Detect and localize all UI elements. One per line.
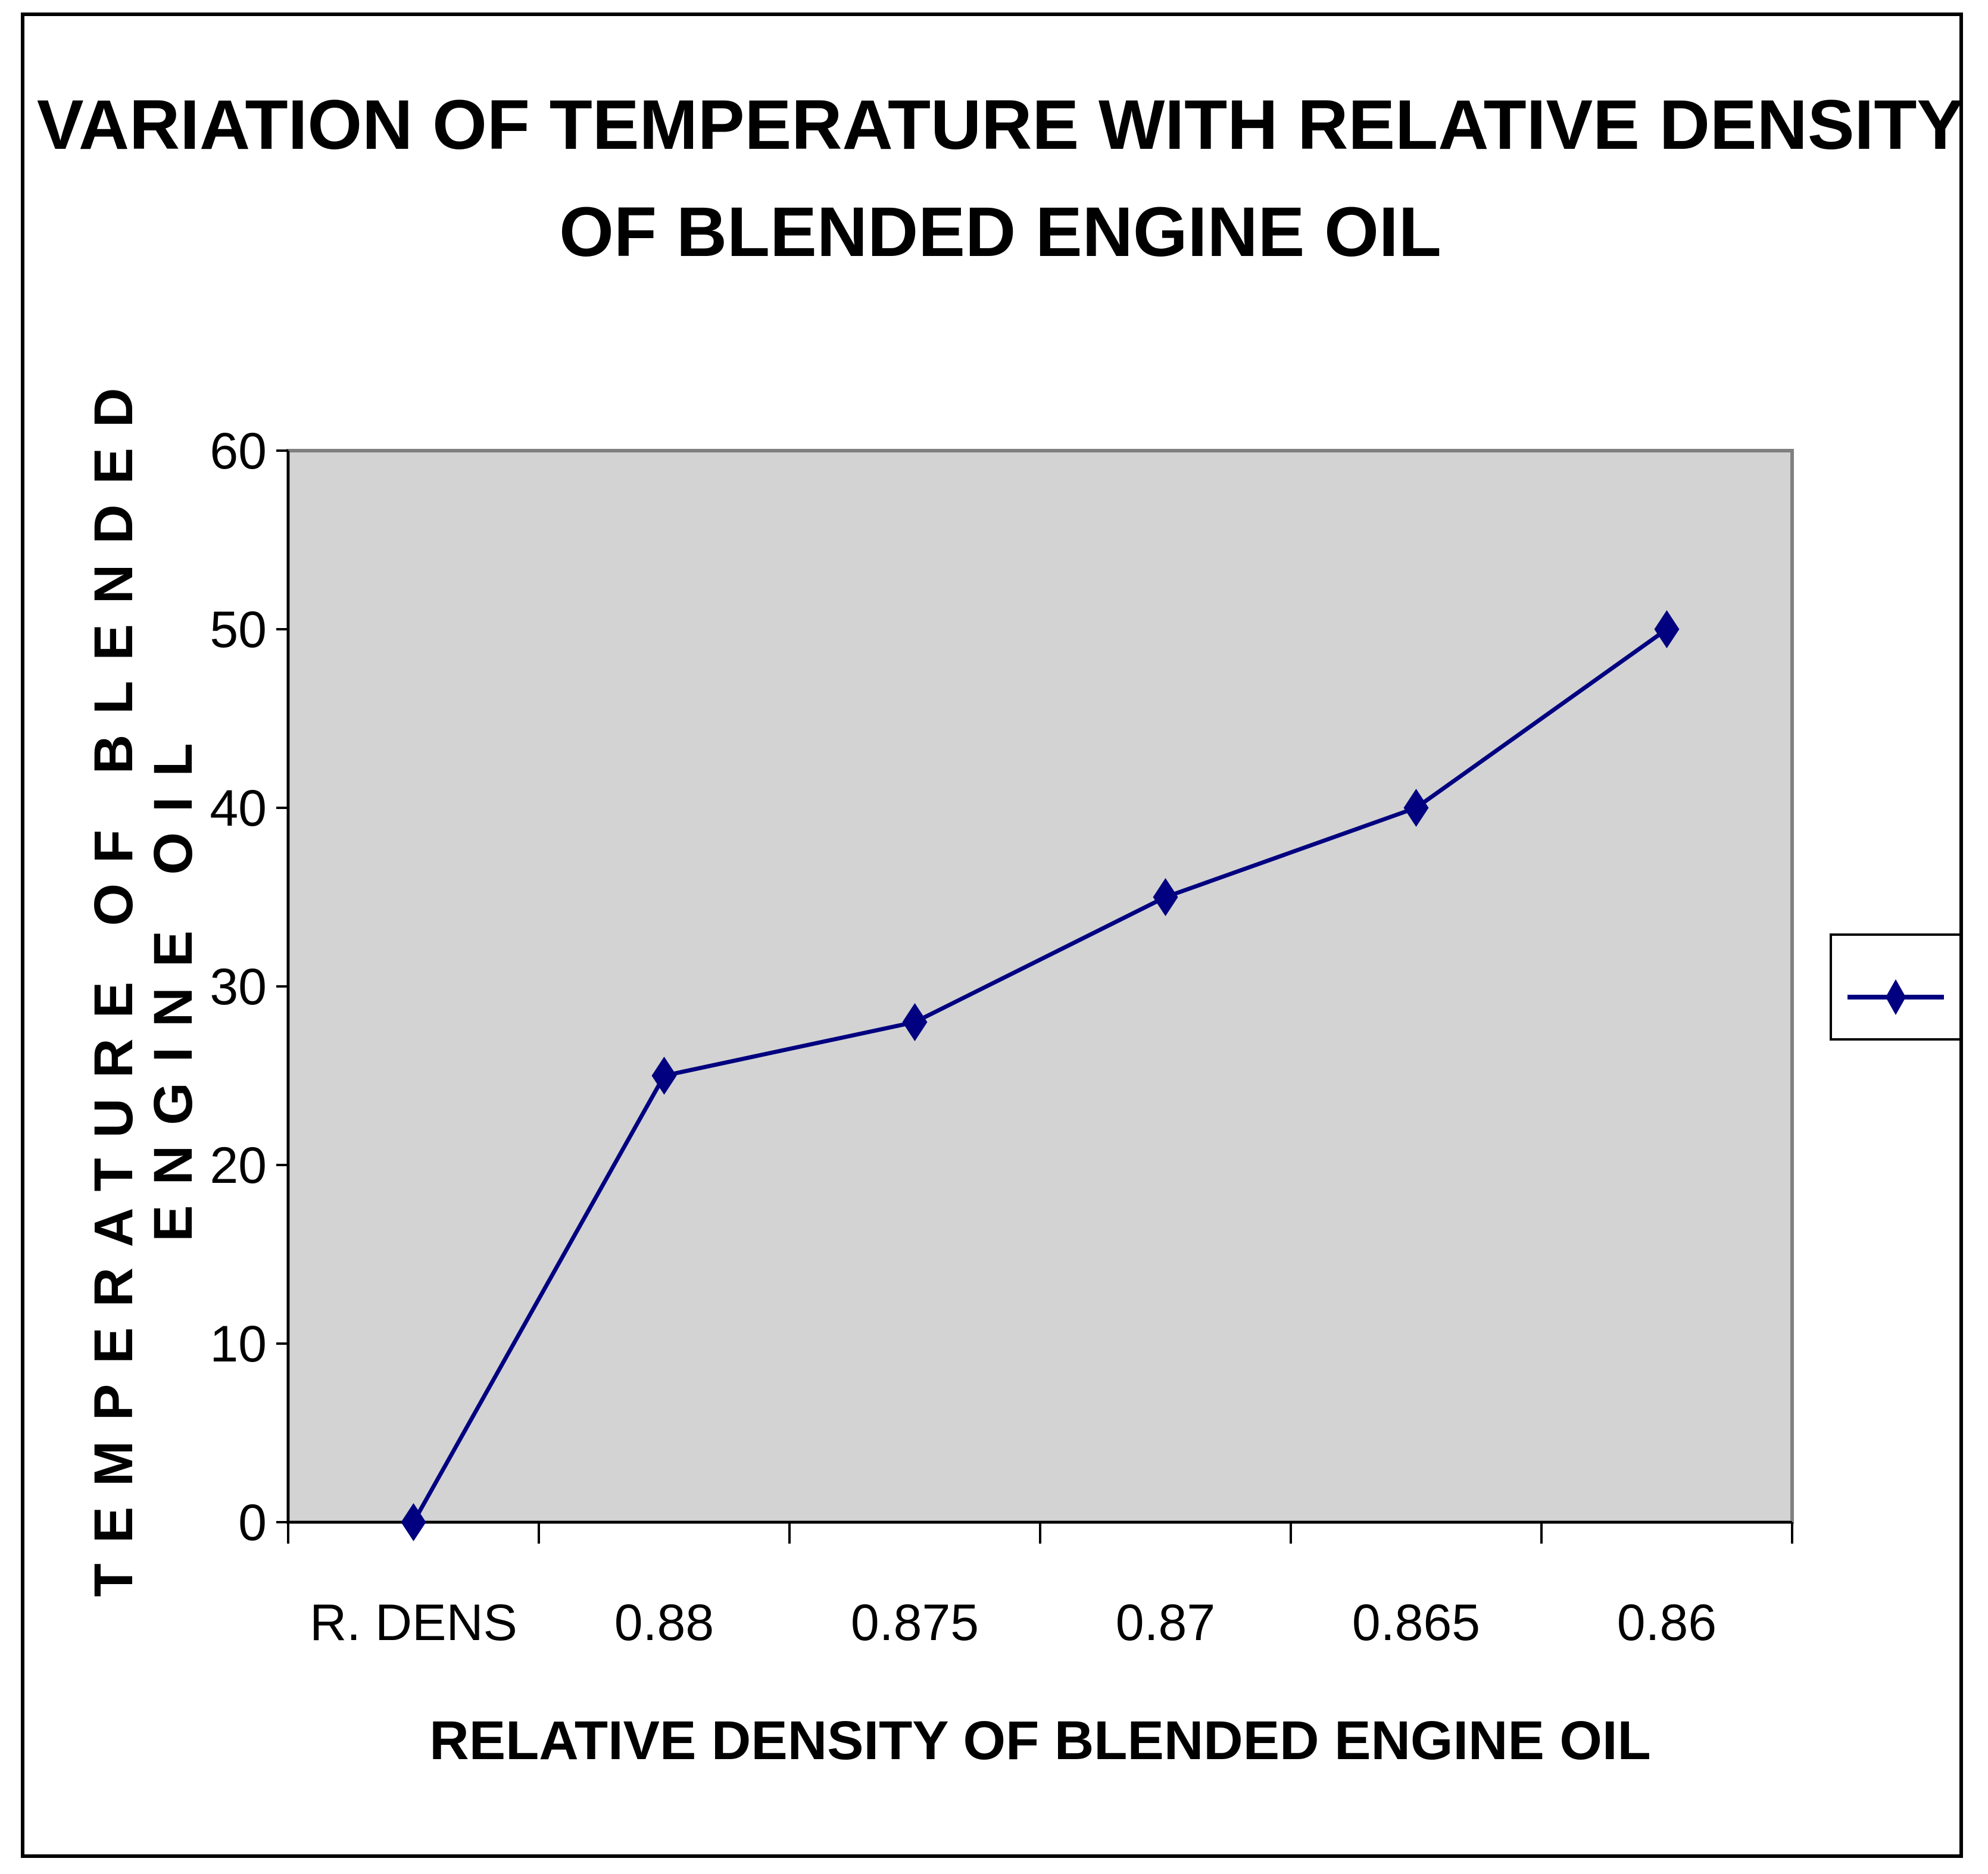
x-tick-label: 0.86 xyxy=(1617,1594,1717,1651)
x-tick-label: R. DENS xyxy=(310,1594,517,1651)
y-tick-label: 60 xyxy=(210,423,267,480)
data-point-marker xyxy=(651,1057,677,1095)
y-tick-label: 10 xyxy=(210,1316,267,1373)
y-tick-label: 40 xyxy=(210,780,267,837)
y-axis-label-line-1: TEMPERATURE OF BLENDED xyxy=(83,368,144,1597)
series-group xyxy=(401,610,1680,1541)
y-tick-label: 20 xyxy=(210,1137,267,1194)
y-axis-ticks: 0 10 20 30 40 50 60 xyxy=(210,423,288,1551)
x-tick-label: 0.87 xyxy=(1116,1594,1215,1651)
x-axis-ticks: R. DENS 0.88 0.875 0.87 0.865 0.86 xyxy=(287,1522,1793,1651)
chart-title-line-2: OF BLENDED ENGINE OIL xyxy=(559,193,1441,271)
y-tick-label: 30 xyxy=(210,958,267,1016)
legend-series-marker xyxy=(1886,979,1906,1015)
chart-title-line-1: VARIATION OF TEMPERATURE WITH RELATIVE D… xyxy=(37,86,1964,164)
plot-area xyxy=(286,449,1794,1524)
data-point-marker xyxy=(401,1503,426,1541)
data-point-marker xyxy=(1403,789,1429,827)
x-axis-label: RELATIVE DENSITY OF BLENDED ENGINE OIL xyxy=(429,1710,1650,1771)
y-tick-label: 50 xyxy=(210,601,267,658)
data-point-marker xyxy=(1153,878,1178,916)
data-point-marker xyxy=(1654,610,1680,648)
y-axis-label: TEMPERATURE OF BLENDED ENGINE OIL xyxy=(83,368,204,1597)
legend xyxy=(1830,933,1962,1041)
x-tick-label: 0.875 xyxy=(851,1594,979,1651)
y-axis-label-line-2: ENGINE OIL xyxy=(143,723,204,1242)
series-line xyxy=(411,627,1668,1523)
data-point-marker xyxy=(902,1003,928,1041)
x-tick-label: 0.865 xyxy=(1352,1594,1480,1651)
y-tick-label: 0 xyxy=(238,1494,267,1551)
x-tick-label: 0.88 xyxy=(614,1594,714,1651)
